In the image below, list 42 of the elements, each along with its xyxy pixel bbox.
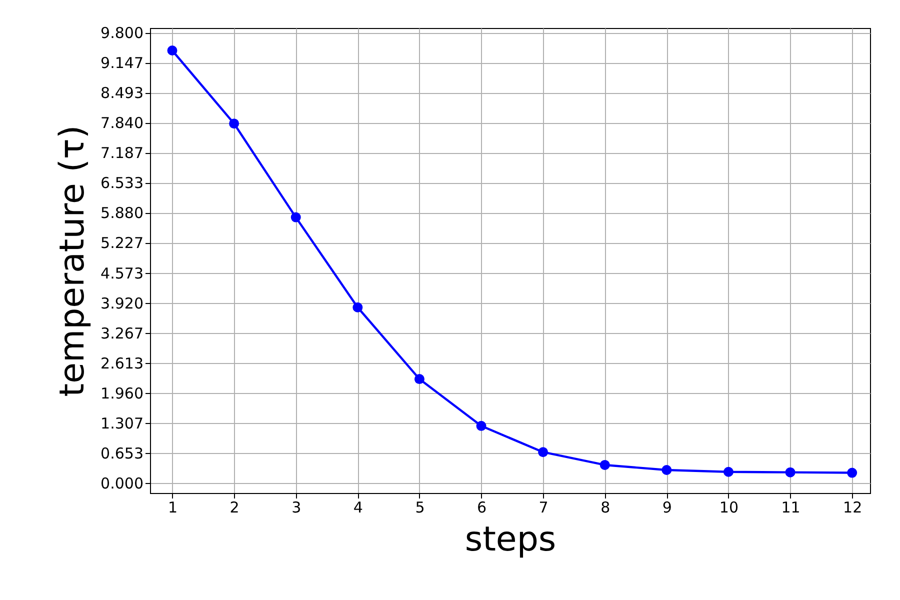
- point: [290, 212, 301, 222]
- x-axis-title: steps: [464, 520, 556, 560]
- y-tick-label: 9.800: [100, 24, 144, 42]
- y-tick-label: 6.533: [100, 174, 144, 192]
- x-tick-label: 11: [781, 498, 800, 516]
- point: [723, 466, 734, 477]
- y-tick-label: 7.840: [100, 114, 144, 132]
- y-tick-label: 8.493: [100, 84, 144, 102]
- x-tick-label: 12: [843, 498, 862, 516]
- y-tick-label: 3.920: [100, 294, 144, 312]
- y-tick-label: 5.880: [100, 204, 144, 222]
- y-tick-label: 0.000: [100, 474, 144, 492]
- y-tick-label: 2.613: [100, 354, 144, 372]
- point: [352, 302, 363, 312]
- x-tick-label: 1: [168, 498, 178, 516]
- point: [229, 118, 240, 129]
- y-tick-label: 3.267: [100, 324, 144, 342]
- x-tick-label: 8: [600, 498, 610, 516]
- point: [662, 465, 672, 476]
- x-tick-label: 2: [230, 498, 240, 516]
- y-axis-title: temperature (τ): [52, 125, 93, 397]
- y-tick-label: 4.573: [100, 264, 144, 282]
- point: [167, 46, 178, 56]
- x-tick-label: 7: [538, 498, 548, 516]
- y-tick-label: 7.187: [100, 144, 144, 162]
- y-tick-label: 1.307: [100, 414, 144, 432]
- point: [785, 467, 796, 478]
- y-tick-label: 9.147: [100, 54, 144, 72]
- x-tick-label: 3: [292, 498, 302, 516]
- y-tick-label: 5.227: [100, 234, 144, 252]
- y-tick-label: 1.960: [100, 384, 144, 402]
- point: [847, 468, 858, 478]
- x-tick-label: 6: [476, 498, 487, 516]
- point: [538, 447, 548, 458]
- point: [414, 374, 424, 384]
- x-tick-label: 9: [662, 498, 672, 516]
- point: [600, 460, 610, 470]
- x-tick-label: 5: [415, 498, 425, 516]
- x-tick-label: 10: [719, 498, 739, 516]
- x-tick-label: 4: [353, 498, 363, 516]
- point: [476, 420, 486, 431]
- y-tick-label: 0.653: [100, 444, 144, 462]
